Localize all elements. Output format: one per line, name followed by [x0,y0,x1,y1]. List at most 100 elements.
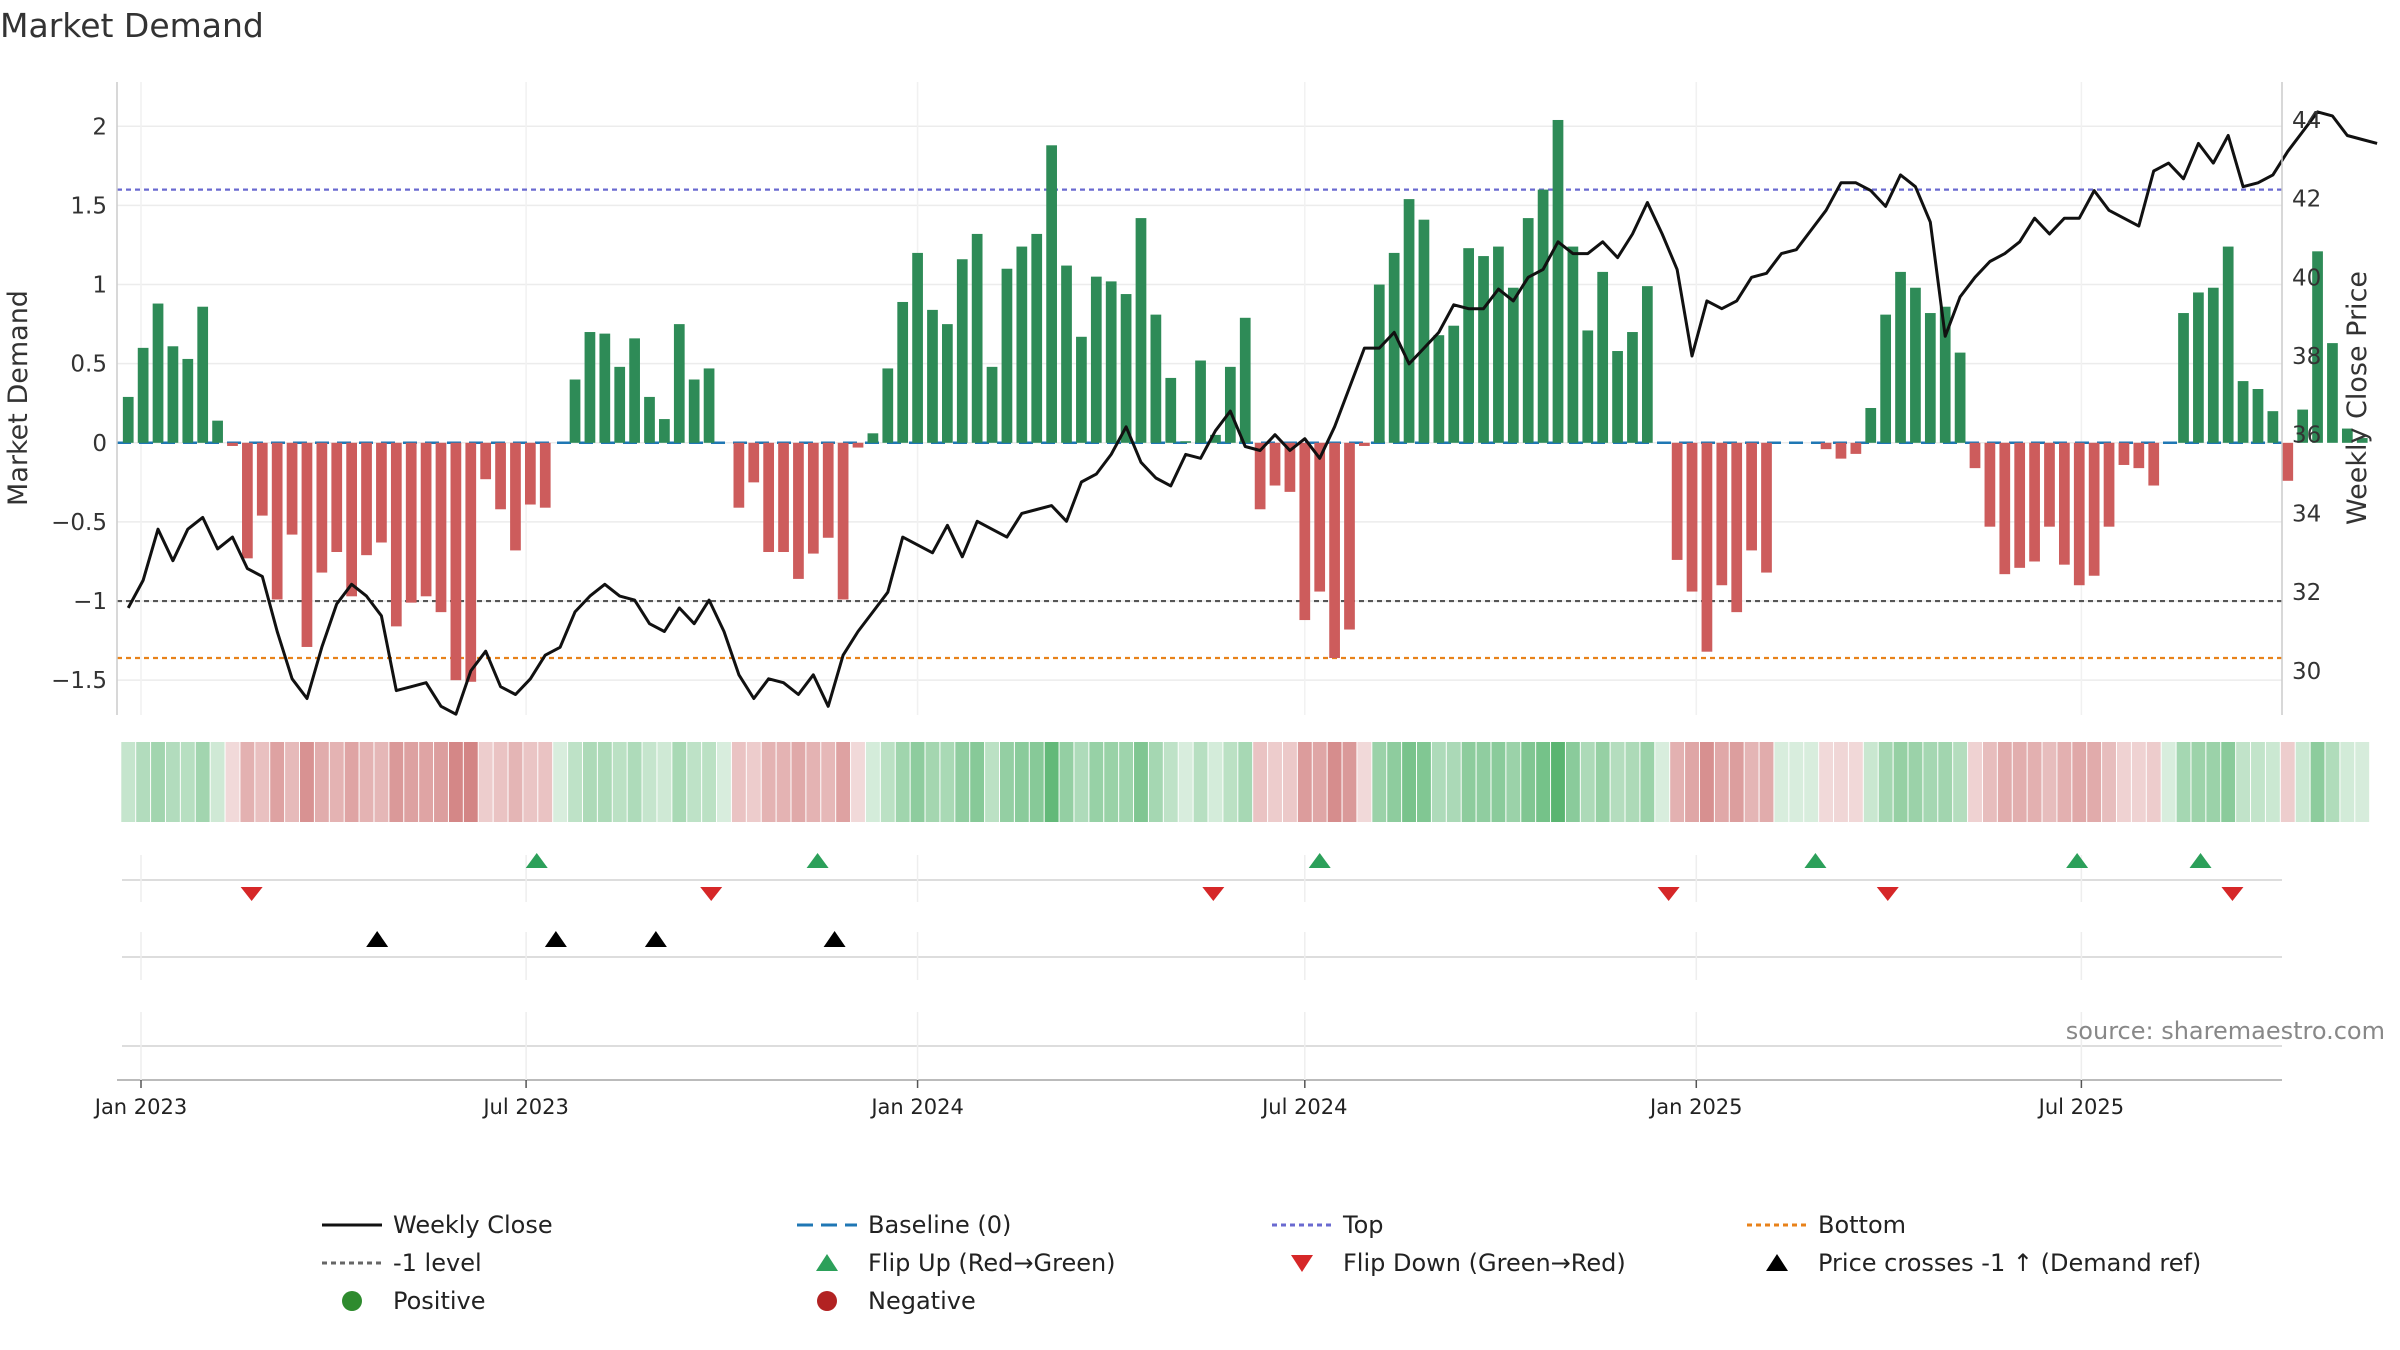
heat-cell [597,742,612,822]
demand-bar [480,442,492,480]
legend-item: -1 level [322,1249,482,1277]
heat-cell [1461,742,1476,822]
x-tick-label: Jan 2024 [869,1095,964,1119]
demand-bar [1403,199,1415,443]
demand-bar [1686,442,1698,592]
heat-cell [999,742,1014,822]
heat-cell [1134,742,1148,822]
demand-bar [182,358,194,443]
y-axis-right-label: Weekly Close Price [2342,271,2373,525]
demand-bar [2029,442,2040,562]
x-tick-label: Jan 2025 [1648,1095,1743,1119]
heat-cell [1834,742,1848,822]
heat-cell [1819,742,1834,822]
demand-bar [1210,434,1221,443]
demand-bar [256,442,268,516]
legend-label: Bottom [1818,1211,1906,1239]
demand-bar [2282,442,2294,481]
heat-cell [359,742,374,822]
heat-cell [255,742,270,822]
flip-up-marker [525,853,548,868]
demand-bar [495,442,506,510]
flip-up-marker [2066,853,2089,868]
demand-bar [2297,409,2309,443]
demand-bar [405,442,417,603]
legend-swatch-circle [817,1291,837,1311]
demand-bar [1329,442,1340,659]
heat-cell [806,742,821,822]
heat-cell [1044,742,1059,822]
y-tick-left-label: 1.5 [70,193,107,219]
heat-cell [865,742,880,822]
heat-cell [836,742,851,822]
heat-cell [731,742,746,822]
heat-cell [2176,742,2191,822]
demand-bar [1641,286,1653,443]
demand-bar [1105,281,1117,443]
demand-bar [584,332,596,443]
heat-cell [538,742,553,822]
heat-cell [2161,742,2176,822]
heat-cell [389,742,404,822]
demand-bar [1924,313,1936,443]
demand-bar [465,442,477,682]
heat-cell [955,742,970,822]
heat-cell [1223,742,1238,822]
demand-bar [1448,325,1460,443]
demand-bar [2088,442,2100,576]
demand-bar [614,366,626,443]
heat-cell [821,742,836,822]
demand-bar [1165,377,1177,443]
heat-cell [2251,742,2265,822]
demand-bar [1999,442,2011,575]
y-axis-left-label: Market Demand [3,290,34,506]
legend-swatch-triangle-down [1291,1255,1313,1272]
demand-bar [524,442,536,505]
heat-cell [1953,742,1968,822]
legend-item: Positive [342,1287,486,1315]
heat-cell [1208,742,1223,822]
demand-bar [122,396,134,443]
demand-bar [1284,442,1296,492]
heat-cell [687,742,702,822]
demand-bar [1478,256,1489,443]
demand-bar [1031,233,1043,443]
heat-cell [2340,742,2355,822]
demand-heat-strip [121,742,2370,822]
y-tick-left-label: 0 [92,431,107,457]
legend-label: -1 level [393,1249,482,1277]
heat-cell [523,742,538,822]
demand-bar [2327,343,2338,443]
demand-bar [2178,313,2189,443]
heat-cell [2206,742,2221,822]
y-tick-left-label: −1 [73,589,107,615]
demand-bar [1388,252,1400,443]
demand-bar [569,379,581,443]
demand-bar [733,442,745,508]
demand-bar [1433,335,1445,443]
heat-cell [1699,742,1714,822]
demand-bar [1522,218,1534,443]
heat-cell [1074,742,1089,822]
flip-down-marker [700,887,723,901]
heat-cell [1193,742,1208,822]
demand-bar [361,442,372,556]
heat-cell [1551,742,1565,822]
demand-bar [286,442,298,535]
heat-cell [2012,742,2027,822]
heat-cell [880,742,895,822]
demand-bar [2073,442,2085,586]
heat-cell [270,742,285,822]
heat-cell [478,742,493,822]
demand-bar [346,442,357,597]
demand-bar [2356,438,2368,443]
heat-cell [1327,742,1342,822]
legend-label: Weekly Close [393,1211,553,1239]
legend-item: Top [1272,1211,1384,1239]
y-tick-right-label: 32 [2292,580,2321,606]
demand-bar [2103,442,2115,527]
heat-cell [493,742,508,822]
x-tick-label: Jul 2023 [481,1095,568,1119]
demand-bar [242,442,253,559]
